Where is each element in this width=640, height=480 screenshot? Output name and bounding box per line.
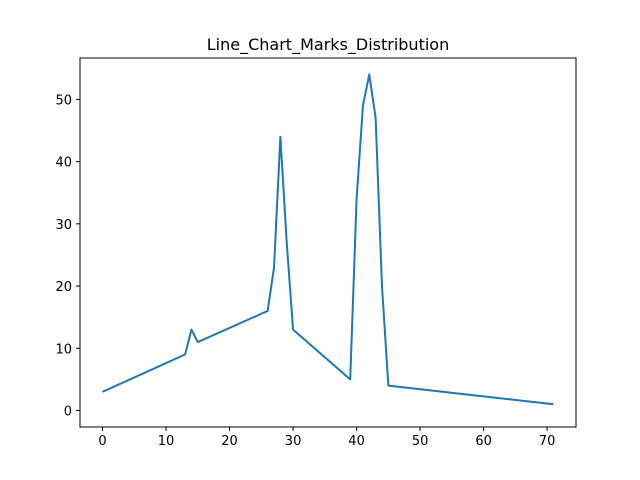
y-tick-label: 50 (55, 93, 72, 108)
x-tick-label: 40 (348, 434, 365, 449)
x-tick-label: 50 (412, 434, 429, 449)
y-tick-label: 30 (55, 218, 72, 233)
plot-frame (79, 57, 577, 428)
plot-area (80, 58, 576, 427)
x-tick-label: 20 (221, 434, 238, 449)
x-tick-label: 0 (98, 434, 106, 449)
x-tick-label: 10 (158, 434, 175, 449)
y-tick-label: 20 (55, 280, 72, 295)
y-tick-label: 0 (64, 405, 72, 420)
series-line (102, 73, 554, 406)
x-tick-label: 60 (475, 434, 492, 449)
y-tick-label: 10 (55, 342, 72, 357)
x-tick-label: 70 (539, 434, 556, 449)
x-tick-label: 30 (285, 434, 302, 449)
x-axis: 0 10 20 30 40 50 60 70 (98, 427, 555, 449)
y-tick-label: 40 (55, 156, 72, 171)
chart-title: Line_Chart_Marks_Distribution (207, 35, 449, 55)
y-axis: 0 10 20 30 40 50 (55, 93, 80, 420)
